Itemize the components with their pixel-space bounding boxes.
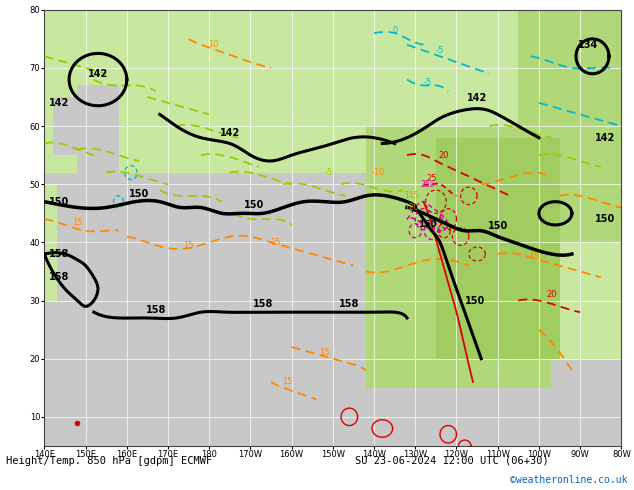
Text: 142: 142 <box>48 98 68 108</box>
Text: 15: 15 <box>183 241 194 250</box>
Text: 150: 150 <box>488 221 508 231</box>
Text: 134: 134 <box>578 40 598 49</box>
Text: 10: 10 <box>208 40 219 49</box>
Text: 158: 158 <box>48 272 69 282</box>
Text: 25a: 25a <box>420 180 435 189</box>
Text: 158: 158 <box>48 249 69 259</box>
Text: -5: -5 <box>424 78 432 87</box>
Bar <box>0 184 56 300</box>
Text: 150: 150 <box>595 214 615 224</box>
Text: Height/Temp. 850 hPa [gdpm] ECMWF: Height/Temp. 850 hPa [gdpm] ECMWF <box>6 456 212 466</box>
Text: 15: 15 <box>529 252 540 262</box>
Text: 20: 20 <box>439 150 450 160</box>
Text: 150: 150 <box>418 220 437 229</box>
Text: 15: 15 <box>270 238 280 247</box>
Bar <box>44 10 621 172</box>
Text: -10: -10 <box>372 168 385 177</box>
Text: ©weatheronline.co.uk: ©weatheronline.co.uk <box>510 475 628 485</box>
Text: 142: 142 <box>88 69 108 79</box>
Bar <box>77 85 119 172</box>
Bar <box>53 97 86 155</box>
Bar <box>518 10 621 243</box>
Text: 150: 150 <box>245 200 264 210</box>
Text: 15: 15 <box>72 218 82 226</box>
Text: 142: 142 <box>467 93 487 103</box>
Text: 158: 158 <box>252 299 273 309</box>
Bar <box>366 126 551 388</box>
Text: 0: 0 <box>392 25 398 35</box>
Text: 142: 142 <box>220 128 240 138</box>
Text: 115: 115 <box>404 192 418 200</box>
Bar <box>374 10 621 359</box>
Text: 20: 20 <box>546 290 557 299</box>
Text: 25: 25 <box>427 174 437 183</box>
Text: -5: -5 <box>325 168 333 177</box>
Text: 150: 150 <box>465 295 485 306</box>
Text: 158: 158 <box>145 305 166 315</box>
Text: SU 23-06-2024 12:00 UTC (06+30): SU 23-06-2024 12:00 UTC (06+30) <box>355 456 549 466</box>
Text: 150: 150 <box>129 189 149 199</box>
Text: 158: 158 <box>339 299 359 309</box>
Text: -5: -5 <box>436 46 444 55</box>
Text: 15: 15 <box>282 377 293 387</box>
Text: 120: 120 <box>404 203 418 212</box>
Bar <box>436 138 559 359</box>
Text: 150: 150 <box>48 196 68 207</box>
Text: 142: 142 <box>595 133 615 143</box>
Text: 15: 15 <box>320 348 330 357</box>
